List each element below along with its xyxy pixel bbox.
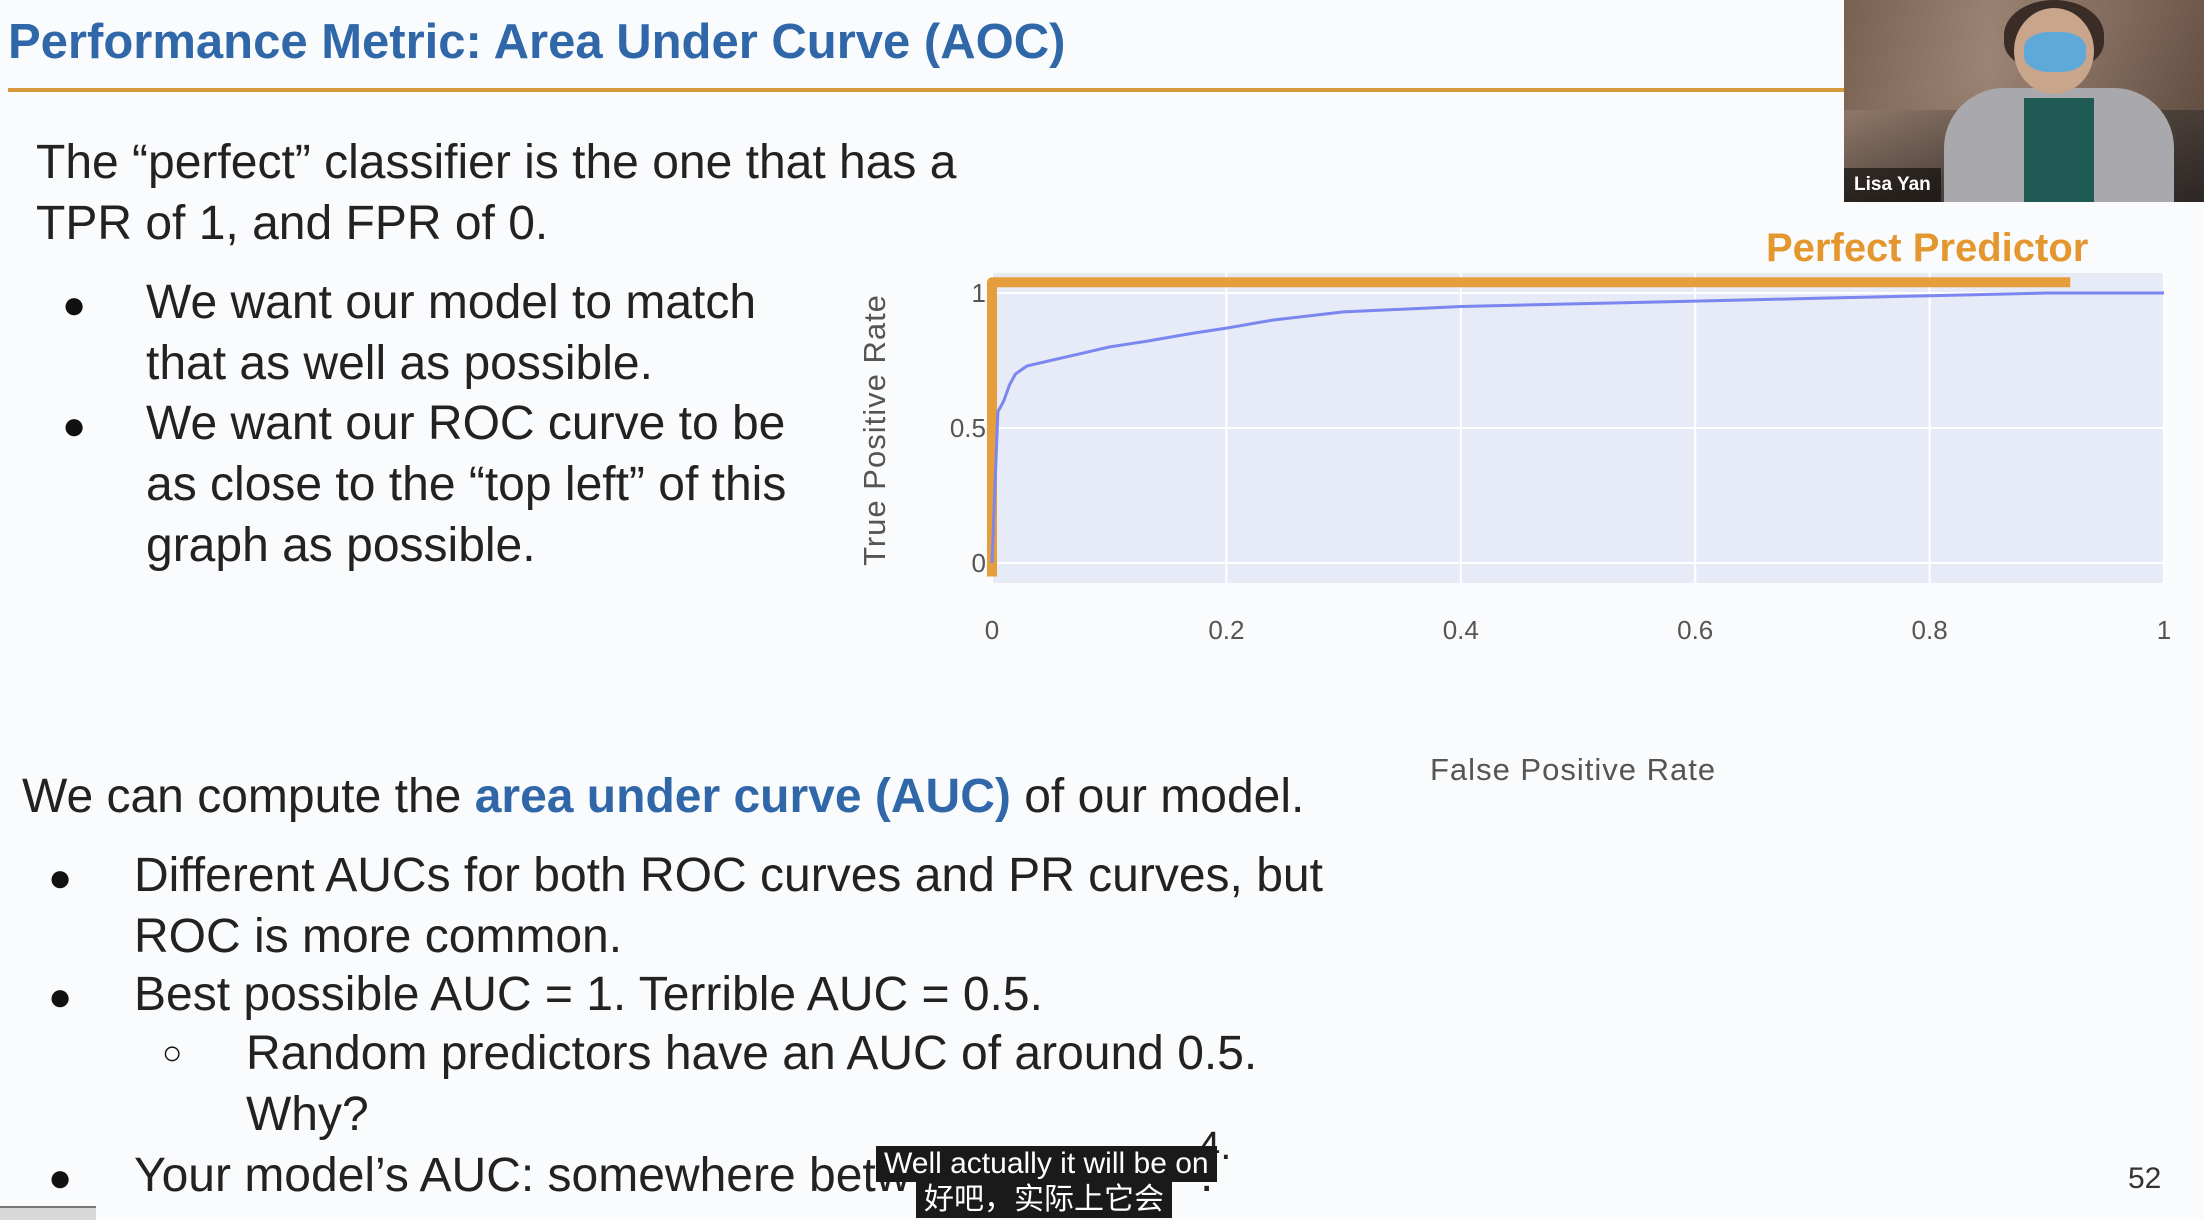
- bullet-dot: ●: [48, 975, 73, 1019]
- bullet-line: as close to the “top left” of this: [146, 458, 787, 511]
- y-tick-label: 0.5: [950, 413, 986, 443]
- x-axis-label: False Positive Rate: [1430, 752, 1717, 787]
- bullet-item: We want our model to match that as well …: [146, 272, 756, 394]
- auc-emphasis: area under curve (AUC): [474, 770, 1011, 823]
- y-axis-label: True Positive Rate: [857, 294, 892, 566]
- series-line-model: [990, 291, 2164, 564]
- bullet-item: We want our ROC curve to be as close to …: [146, 393, 786, 576]
- y-tick-label: 1: [972, 278, 986, 308]
- progress-indicator: [0, 1206, 96, 1220]
- x-tick-label: 0.6: [1677, 615, 1713, 645]
- bullet-item: Best possible AUC = 1. Terrible AUC = 0.…: [134, 968, 1043, 1021]
- x-tick-label: 0.2: [1208, 615, 1244, 645]
- x-tick-label: 0.4: [1443, 615, 1479, 645]
- x-tick-label: 1: [2157, 615, 2171, 645]
- speaker-shirt: [2024, 98, 2094, 202]
- bullet-dot: ●: [62, 283, 87, 327]
- bullet-item: Different AUCs for both ROC curves and P…: [134, 845, 1323, 967]
- series-line-perfect: [987, 277, 2071, 577]
- bullet-line: Different AUCs for both ROC curves and P…: [134, 849, 1323, 902]
- participant-name: Lisa Yan: [1844, 168, 1941, 202]
- roc-chart: 0 0.2 0.4 0.6 0.8 1 0 0.5 1 True Positive Rate: [857, 273, 2171, 645]
- page-number: 52: [2128, 1162, 2162, 1195]
- sub-bullet-item: Random predictors have an AUC of around …: [246, 1023, 1257, 1145]
- intro-line-1: The “perfect” classifier is the one that…: [36, 136, 957, 189]
- bullet-line: We want our model to match: [146, 276, 757, 329]
- x-tick-label: 0: [985, 615, 999, 645]
- y-tick-label: 0: [972, 548, 986, 578]
- bullet-line: graph as possible.: [146, 519, 536, 572]
- bullet-line: Why?: [246, 1088, 369, 1141]
- caption-english: Well actually it will be on: [876, 1146, 1217, 1182]
- webcam-video: Lisa Yan: [1844, 0, 2204, 202]
- x-tick-label: 0.8: [1912, 615, 1948, 645]
- bullet-line: We want our ROC curve to be: [146, 397, 786, 450]
- legend-perfect-predictor: Perfect Predictor: [1766, 226, 2089, 270]
- auc-prefix: We can compute the: [22, 770, 475, 823]
- intro-paragraph: The “perfect” classifier is the one that…: [36, 132, 1016, 254]
- title-underline: [8, 88, 1844, 92]
- bullet-line: ROC is more common.: [134, 910, 623, 963]
- slide-title: Performance Metric: Area Under Curve (AO…: [8, 15, 1066, 69]
- face-mask: [2024, 32, 2086, 72]
- sub-bullet-dot: ○: [162, 1034, 183, 1072]
- bullet-line: Random predictors have an AUC of around …: [246, 1027, 1258, 1080]
- bullet-dot: ●: [62, 404, 87, 448]
- bullet-item: Your model’s AUC: somewhere betw: [134, 1149, 911, 1202]
- auc-suffix: of our model.: [1010, 770, 1305, 823]
- auc-sentence: We can compute the area under curve (AUC…: [22, 766, 1304, 827]
- intro-line-2: TPR of 1, and FPR of 0.: [36, 197, 549, 250]
- caption-chinese: 好吧，实际上它会: [916, 1182, 1172, 1218]
- bullet-line: that as well as possible.: [146, 337, 653, 390]
- bullet-dot: ●: [48, 856, 73, 900]
- bullet-dot: ●: [48, 1156, 73, 1200]
